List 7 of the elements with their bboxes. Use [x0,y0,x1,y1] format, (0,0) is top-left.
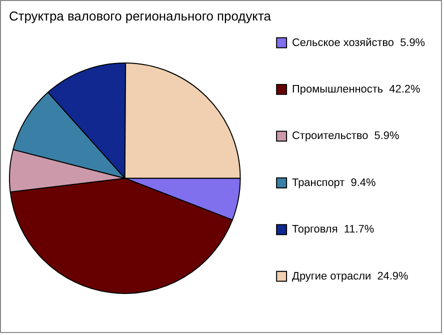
legend-label: Промышленность 42.2% [292,83,420,96]
chart-title: Структра валового регионального продукта [8,8,272,24]
legend-label: Сельское хозяйство 5.9% [292,36,426,49]
legend-label: Транспорт 9.4% [292,176,376,189]
legend-label: Другие отрасли 24.9% [292,270,409,282]
legend-label: Торговля 11.7% [292,224,374,236]
legend-label: Строительство 5.9% [292,130,400,142]
